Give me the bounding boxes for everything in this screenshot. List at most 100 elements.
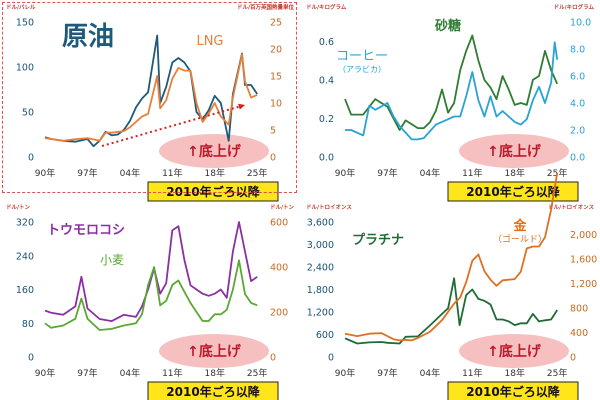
left-axis-tick-label: 0.0 [319,153,334,164]
left-axis-tick-label: 3,600 [307,218,334,229]
right-axis-tick-label: 0 [270,353,276,364]
crude-oil-lng-chart: ドル/バレル ドル/百万英国熱量単位 0 50 100 150 0 5 10 15 20 25 90年 9… [0,0,300,202]
x-axis-tick-label: 04年 [120,367,140,379]
series-label: トウモロコシ [47,223,125,238]
left-axis-tick-label: 600 [316,330,334,341]
x-axis-tick-label: 97年 [77,367,97,379]
right-axis-tick-label: 600 [270,218,288,229]
x-axis-tick-label: 97年 [377,367,397,379]
left-axis-unit-label: ドル/キログラム [306,3,347,11]
left-axis-tick-label: 240 [16,251,34,262]
right-axis-tick-label: 1,200 [570,279,597,290]
left-axis-tick-label: 0 [328,353,334,364]
x-axis-tick-label: 11年 [162,367,182,379]
corn-wheat-chart: ドル/トン ドル/トン 0 80 160 240 320 0 200 400 600 90年 97年 04… [0,200,300,400]
right-axis-tick-label: 20 [270,45,282,56]
x-axis-tick-label: 97年 [77,167,97,179]
series-line-1 [345,41,559,141]
caption-text: 2010年ごろ以降 [466,384,560,399]
chart-title: 原油 [62,22,114,52]
x-axis-tick-label: 18年 [205,167,225,179]
right-axis-tick-label: 0.0 [570,153,585,164]
right-axis-unit-label: ドル/トロイオンス [548,204,594,211]
left-axis-tick-label: 2,400 [307,263,334,274]
right-axis-tick-label: 2,000 [570,230,597,241]
x-axis-tick-label: 11年 [162,167,182,179]
series-label: LNG [196,34,223,49]
left-axis-tick-label: 160 [16,285,34,296]
left-axis-tick-label: 1,200 [307,308,334,319]
x-axis-tick-label: 90年 [335,167,355,179]
series-sublabel: （ゴールド） [493,233,547,245]
right-axis-tick-label: 10 [270,99,282,110]
x-axis-tick-label: 11年 [462,167,482,179]
series-label: コーヒー [336,49,388,64]
x-axis-tick-label: 04年 [420,167,440,179]
caption-text: 2010年ごろ以降 [466,184,560,199]
right-axis-unit-label: ドル/キログラム [554,3,595,11]
raise-floor-badge-bg [159,334,269,368]
left-axis-tick-label: 1,800 [307,285,334,296]
left-axis-tick-label: 0.4 [319,75,334,86]
caption-text: 2010年ごろ以降 [166,384,260,399]
caption-box [147,181,279,202]
right-axis-tick-label: 400 [570,328,588,339]
raise-floor-badge: ↑底上げ [187,343,242,360]
chart-svg: ドル/バレル ドル/百万英国熱量単位 0 50 100 150 0 5 10 15 20 25 90年 9… [6,3,295,202]
chart-svg: ドル/トロイオンス ドル/トロイオンス 0 600 1,200 1,800 2,400 3,0… [306,172,597,400]
raise-floor-badge-bg [459,134,569,168]
left-axis-unit-label: ドル/トン [6,204,31,211]
right-axis-unit-label: ドル/百万英国熱量単位 [237,3,295,11]
x-axis-tick-label: 90年 [335,367,355,379]
raise-floor-badge: ↑底上げ [187,143,242,160]
series-line-0 [44,221,258,322]
right-axis-tick-label: 6.0 [570,72,585,83]
x-axis-tick-label: 18年 [505,367,525,379]
left-axis-tick-label: 320 [16,218,34,229]
x-axis-tick-label: 25年 [547,367,567,379]
left-axis-tick-label: 0 [28,153,34,164]
x-axis-tick-label: 04年 [420,367,440,379]
series-sublabel: （アラビカ） [338,65,386,74]
x-axis-tick-label: 11年 [462,367,482,379]
x-axis-tick-label: 18年 [205,367,225,379]
caption-text: 2010年ごろ以降 [166,184,260,199]
x-axis-tick-label: 97年 [377,167,397,179]
caption-box [147,381,279,400]
left-axis-tick-label: 0 [28,353,34,364]
right-axis-tick-label: 800 [570,303,588,314]
caption-box [447,381,579,400]
chart-svg: ドル/キログラム ドル/キログラム 0.0 0.2 0.4 0.6 0.0 2.0 4.0 6.0… [306,3,595,202]
raise-floor-badge-bg [159,134,269,168]
right-axis-tick-label: 2.0 [570,126,585,137]
left-axis-tick-label: 100 [16,63,34,74]
right-axis-tick-label: 4.0 [570,99,585,110]
x-axis-tick-label: 25年 [247,167,267,179]
raise-floor-badge-bg [459,334,569,368]
series-line-0 [344,34,559,131]
right-axis-tick-label: 25 [270,18,282,29]
caption-box [447,181,579,202]
x-axis-tick-label: 18年 [505,167,525,179]
right-axis-tick-label: 400 [270,263,288,274]
left-axis-tick-label: 0.6 [319,37,334,48]
right-axis-tick-label: 5 [270,126,276,137]
x-axis-tick-label: 04年 [120,167,140,179]
raise-floor-badge: ↑底上げ [487,343,542,360]
series-line-0 [344,277,558,345]
left-axis-tick-label: 3,000 [307,240,334,251]
raise-floor-badge: ↑底上げ [487,143,542,160]
x-axis-tick-label: 25年 [247,367,267,379]
series-label: 砂糖 [434,18,461,34]
series-label: 小麦 [100,253,124,267]
left-axis-tick-label: 150 [16,18,34,29]
trend-arrow-head [238,103,245,110]
series-label: 金 [512,218,527,234]
chart-svg: ドル/トン ドル/トン 0 80 160 240 320 0 200 400 600 90年 97年 04… [6,204,294,400]
left-axis-tick-label: 80 [22,319,34,330]
series-line-1 [44,53,258,142]
platinum-gold-chart: ドル/トロイオンス ドル/トロイオンス 0 600 1,200 1,800 2,400 3,0… [300,172,600,400]
series-line-0 [44,34,258,148]
x-axis-tick-label: 90年 [35,167,55,179]
left-axis-unit-label: ドル/バレル [6,4,36,11]
